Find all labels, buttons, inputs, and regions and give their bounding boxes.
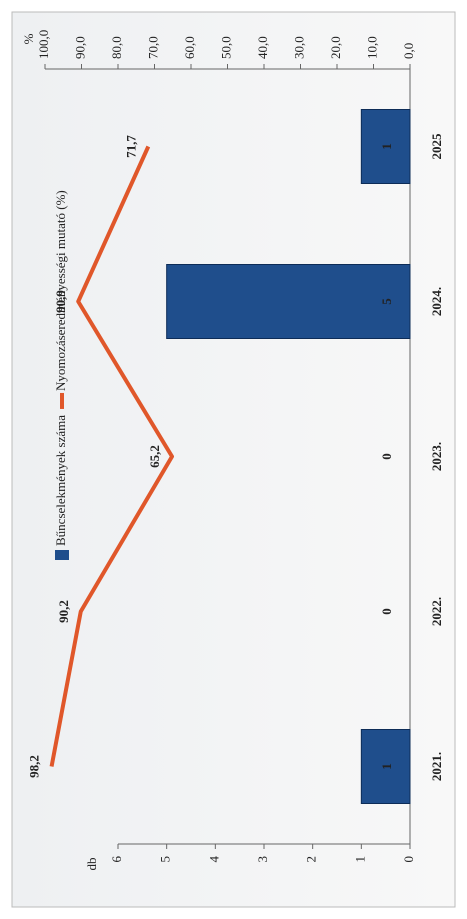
y-tick-label: 4 [206,856,221,863]
y-tick-label: 6 [109,856,124,863]
y-tick-label: 5 [158,856,173,863]
y2-tick-label: 0,0 [401,43,416,59]
x-tick-label: 2024. [429,287,444,316]
y2-tick-label: 20,0 [328,36,343,59]
y-tick-label: 1 [352,856,367,863]
x-tick-label: 2022. [429,597,444,626]
plot: db%01234560,010,020,030,040,050,060,070,… [21,30,444,871]
y2-tick-label: 10,0 [364,36,379,59]
y2-tick-label: 30,0 [291,36,306,59]
x-tick-label: 2021. [429,752,444,781]
line-value-label: 90,9 [53,290,68,313]
y2-tick-label: 40,0 [255,36,270,59]
y-tick-label: 2 [304,856,319,863]
y2-tick-label: 60,0 [182,36,197,59]
y2-axis-label: % [21,33,36,44]
bar-value-label: 5 [379,298,394,305]
y-tick-label: 3 [255,856,270,863]
x-tick-label: 2025 [429,133,444,160]
legend-label: Bűncselekmények száma [53,415,68,546]
bar [360,729,411,804]
y2-tick-label: 80,0 [109,36,124,59]
x-tick-label: 2023. [429,442,444,471]
bar-value-label: 0 [379,453,394,460]
legend-swatch [55,550,69,560]
line-value-label: 65,2 [147,445,162,468]
line [49,145,175,767]
y2-tick-label: 70,0 [145,36,160,59]
bar [360,109,411,184]
bar-value-label: 0 [379,608,394,615]
bar [166,264,411,339]
line-value-label: 71,7 [123,135,138,158]
bar-value-label: 1 [379,143,394,150]
line-value-label: 90,2 [56,600,71,623]
legend-label: Nyomozáseredményességi mutató (%) [53,190,68,391]
y2-tick-label: 90,0 [72,36,87,59]
y2-tick-label: 50,0 [218,36,233,59]
line-value-label: 98,2 [27,755,42,778]
y-axis-label: db [84,858,99,871]
y-tick-label: 0 [401,856,416,863]
bar-value-label: 1 [379,763,394,770]
y2-tick-label: 100,0 [36,30,51,59]
